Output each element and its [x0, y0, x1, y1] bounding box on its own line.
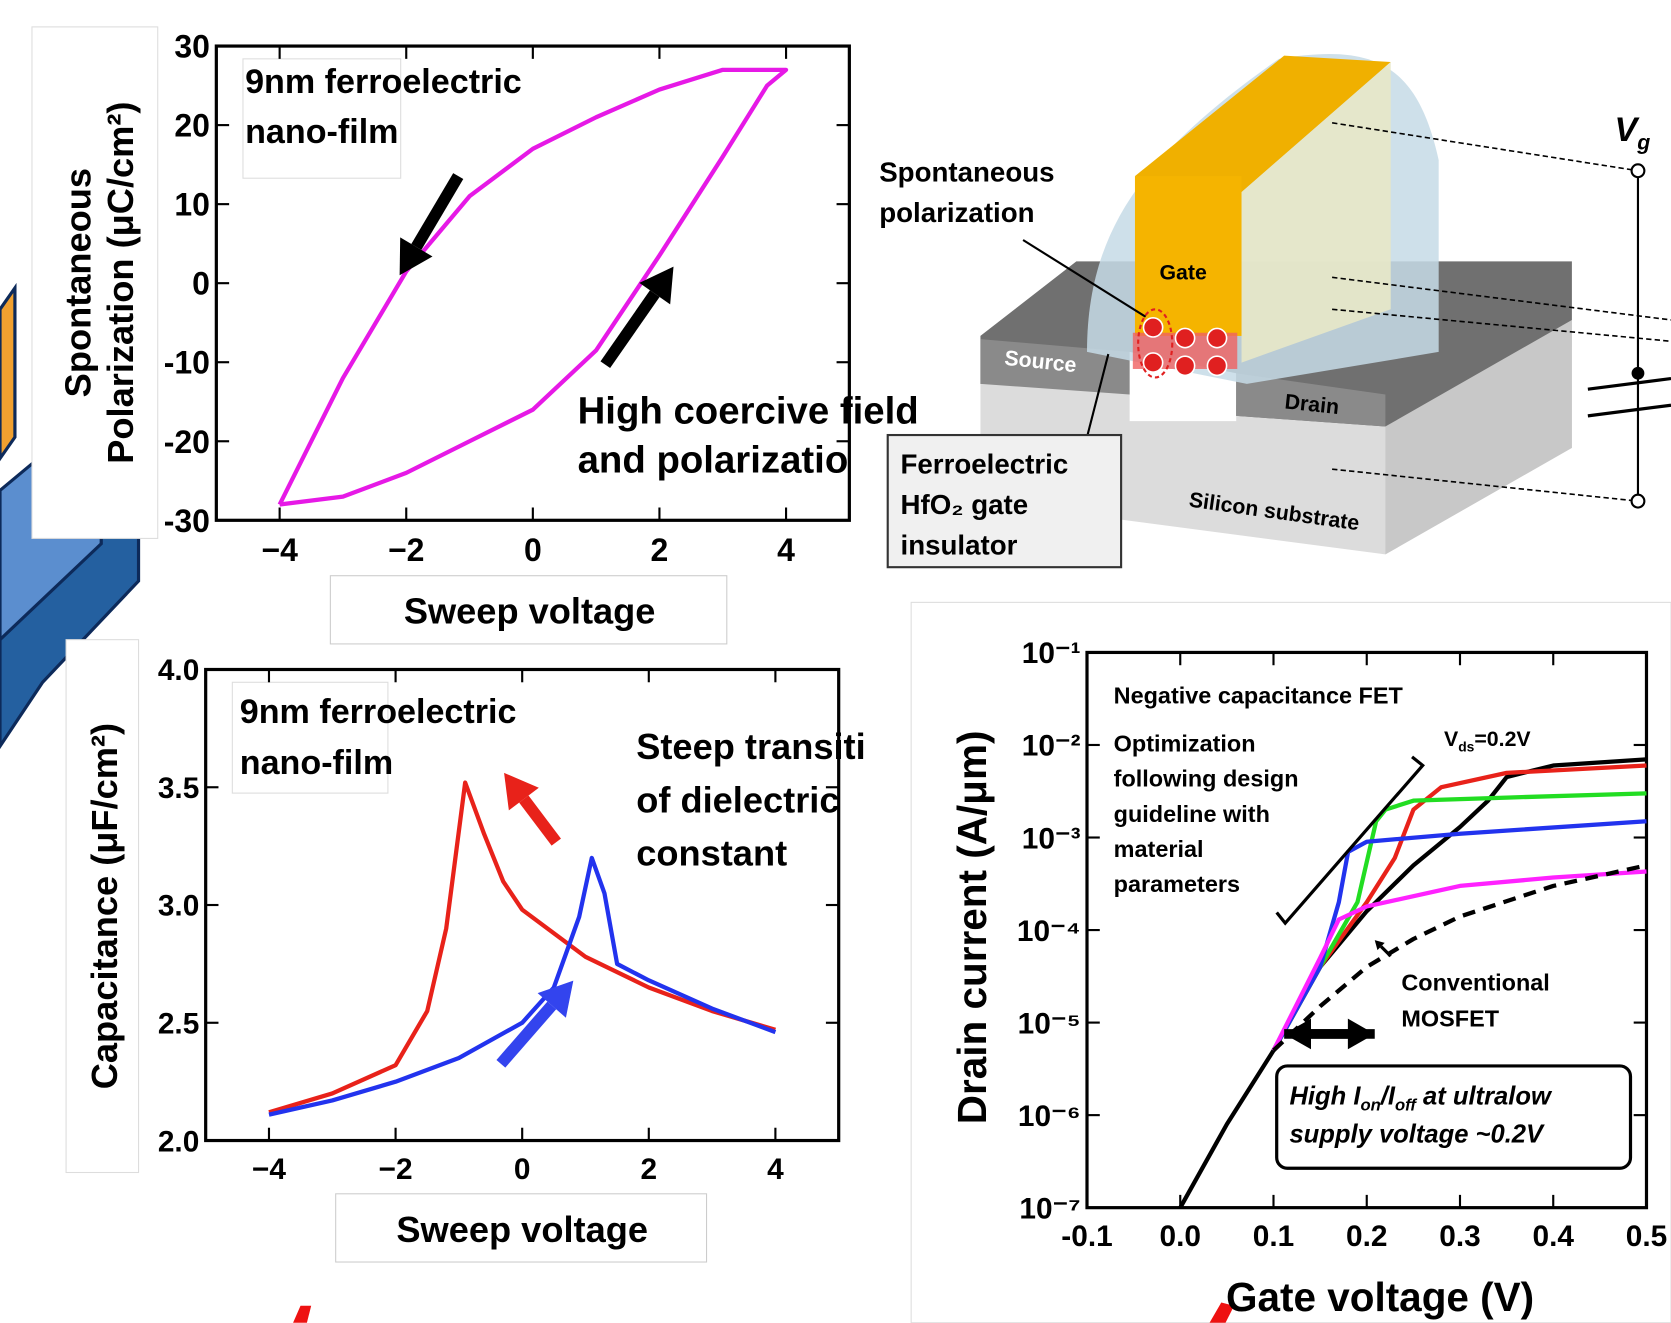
- annotation-frame: [1277, 1066, 1631, 1168]
- y-tick-label: -20: [164, 424, 210, 460]
- annotation: Steep transiti: [636, 726, 865, 767]
- x-tick-label: −4: [252, 1153, 286, 1186]
- series-line: [269, 858, 775, 1115]
- arrow: [501, 981, 573, 1064]
- y-axis-label: Drain current (A/μm): [949, 731, 995, 1125]
- slide: Spontaneous polarization Gate Source Dra…: [0, 0, 1671, 1323]
- annotation: material: [1114, 836, 1204, 862]
- y-tick-label: 10⁻²: [1022, 730, 1081, 763]
- y-tick-label: 3.5: [158, 772, 199, 805]
- annotation: nano-film: [245, 113, 398, 151]
- x-tick-label: −2: [388, 532, 424, 568]
- y-tick-label: 10: [174, 187, 210, 223]
- annotation: following design: [1114, 766, 1299, 792]
- y-axis-label: Polarization (μC/cm²): [100, 102, 141, 464]
- y-tick-label: 10⁻³: [1022, 822, 1081, 855]
- annotation: Vds=0.2V: [1444, 727, 1531, 754]
- y-tick-label: 0: [192, 266, 210, 302]
- arrow-shaft: [501, 1005, 552, 1063]
- arrow: [605, 267, 673, 365]
- annotation-part: High I: [1289, 1082, 1361, 1110]
- y-tick-label: 3.0: [158, 890, 199, 923]
- annotation: and polarizatio: [578, 438, 849, 481]
- y-tick-label: 4.0: [158, 654, 199, 687]
- y-tick-label: 2.0: [158, 1125, 199, 1158]
- annotation: constant: [636, 833, 787, 874]
- arrow: [400, 176, 459, 275]
- x-tick-label: 0.2: [1346, 1220, 1387, 1253]
- annotation-part: ds: [1458, 739, 1474, 755]
- x-tick-label: 2: [640, 1153, 657, 1186]
- x-tick-label: 4: [767, 1153, 784, 1186]
- annotation: parameters: [1114, 871, 1240, 897]
- y-tick-label: 10⁻⁷: [1019, 1192, 1080, 1225]
- label: Gate: [1159, 260, 1207, 284]
- x-tick-label: 0.5: [1626, 1220, 1667, 1253]
- annotation: MOSFET: [1401, 1005, 1499, 1031]
- annotation-part: V: [1444, 727, 1459, 751]
- annotation-part: on: [1360, 1096, 1380, 1115]
- y-tick-label: -30: [164, 503, 210, 539]
- x-tick-label: 0.4: [1533, 1220, 1575, 1253]
- annotation-part: =0.2V: [1474, 727, 1531, 751]
- y-tick-label: 10⁻⁶: [1018, 1100, 1081, 1133]
- annotation: Conventional: [1401, 969, 1549, 995]
- y-tick-label: 10⁻⁴: [1017, 915, 1081, 948]
- annotation: guideline with: [1114, 801, 1270, 827]
- x-tick-label: −2: [379, 1153, 413, 1186]
- annotation: supply voltage ~0.2V: [1289, 1121, 1545, 1149]
- x-tick-label: 0.1: [1253, 1220, 1294, 1253]
- annotation: of dielectric: [636, 779, 839, 820]
- x-tick-label: 2: [651, 532, 669, 568]
- label: polarization: [879, 197, 1034, 228]
- y-tick-label: 10⁻⁵: [1018, 1007, 1081, 1040]
- annotation: High coercive field: [578, 389, 919, 432]
- decoration: [293, 1306, 311, 1323]
- label-part: g: [1636, 130, 1650, 154]
- y-tick-label: -10: [164, 345, 210, 381]
- x-axis-label: Sweep voltage: [396, 1209, 648, 1250]
- label: Ferroelectric: [901, 448, 1069, 479]
- y-axis-label: Spontaneous: [58, 168, 99, 397]
- x-tick-label: 0.0: [1160, 1220, 1201, 1253]
- x-tick-label: 0: [514, 1153, 531, 1186]
- y-tick-label: 2.5: [158, 1008, 199, 1041]
- x-tick-label: 0: [524, 532, 542, 568]
- x-tick-label: 0.3: [1439, 1220, 1480, 1253]
- x-tick-label: −4: [261, 532, 298, 568]
- annotation: Negative capacitance FET: [1114, 683, 1404, 709]
- annotation: High Ion/Ioff at ultralow: [1289, 1082, 1552, 1114]
- label: HfO₂ gate: [901, 489, 1029, 520]
- arrow: [504, 773, 556, 842]
- chart: −4 −2 0 2 4 2.0 2.5 3.0 3.5 4.0 Capacitance (μF/cm…: [84, 654, 865, 1250]
- annotation: 9nm ferroelectric: [240, 693, 517, 731]
- annotation: 9nm ferroelectric: [245, 63, 522, 101]
- label: insulator: [901, 529, 1018, 560]
- x-axis-label: Sweep voltage: [404, 591, 656, 632]
- y-tick-label: 20: [174, 108, 210, 144]
- annotation-part: /I: [1380, 1082, 1396, 1110]
- x-tick-label: 4: [777, 532, 795, 568]
- x-axis-label: Gate voltage (V): [1226, 1274, 1534, 1320]
- annotation: Optimization: [1114, 731, 1256, 757]
- arrow-shaft: [524, 799, 556, 842]
- annotation: nano-film: [240, 744, 393, 782]
- annotation-part: off: [1395, 1096, 1417, 1115]
- label: Spontaneous: [879, 156, 1054, 187]
- annotation-part: at ultralow: [1416, 1082, 1553, 1110]
- y-axis-label: Capacitance (μF/cm²): [84, 723, 125, 1089]
- y-tick-label: 30: [174, 29, 210, 65]
- label: Vg: [1615, 111, 1651, 155]
- y-tick-label: 10⁻¹: [1022, 637, 1081, 670]
